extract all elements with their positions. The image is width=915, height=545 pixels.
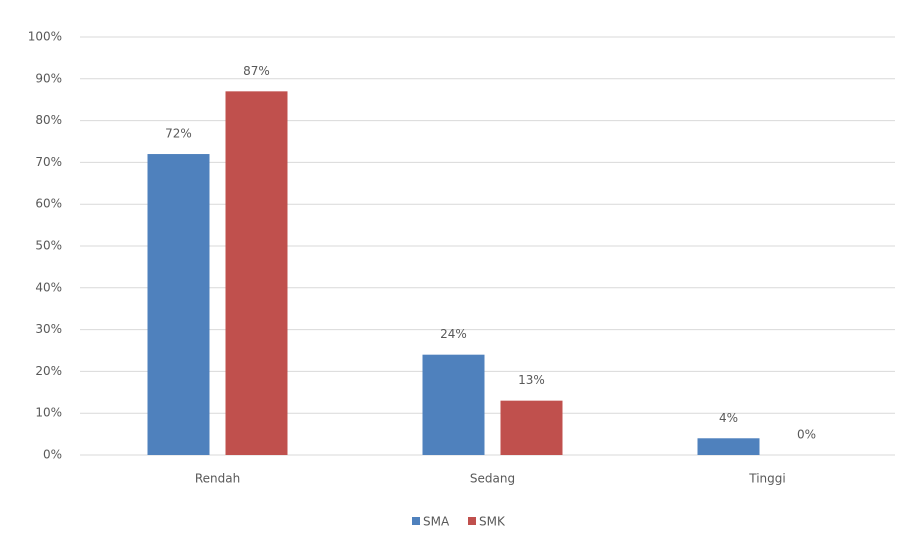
- y-tick-label: 40%: [35, 280, 62, 294]
- y-tick-label: 30%: [35, 322, 62, 336]
- bar: [422, 354, 485, 455]
- data-label: 72%: [165, 127, 192, 141]
- x-tick-label: Sedang: [470, 472, 515, 486]
- data-label: 4%: [719, 411, 738, 425]
- y-tick-label: 10%: [35, 406, 62, 420]
- bar: [697, 438, 760, 455]
- legend-swatch: [412, 517, 420, 525]
- y-tick-label: 70%: [35, 155, 62, 169]
- data-label: 0%: [797, 428, 816, 442]
- data-label: 24%: [440, 327, 467, 341]
- y-tick-label: 20%: [35, 364, 62, 378]
- y-tick-label: 60%: [35, 197, 62, 211]
- y-tick-label: 80%: [35, 113, 62, 127]
- legend-swatch: [468, 517, 476, 525]
- data-label: 13%: [518, 373, 545, 387]
- x-tick-label: Tinggi: [748, 472, 785, 486]
- y-tick-label: 100%: [28, 30, 62, 44]
- legend-label: SMA: [423, 515, 450, 529]
- y-tick-label: 50%: [35, 239, 62, 253]
- x-tick-label: Rendah: [195, 472, 240, 486]
- bar: [500, 400, 563, 455]
- data-label: 87%: [243, 64, 270, 78]
- y-tick-label: 90%: [35, 71, 62, 85]
- y-tick-label: 0%: [43, 448, 62, 462]
- bar: [225, 91, 288, 455]
- bar: [147, 154, 210, 456]
- legend-label: SMK: [479, 515, 506, 529]
